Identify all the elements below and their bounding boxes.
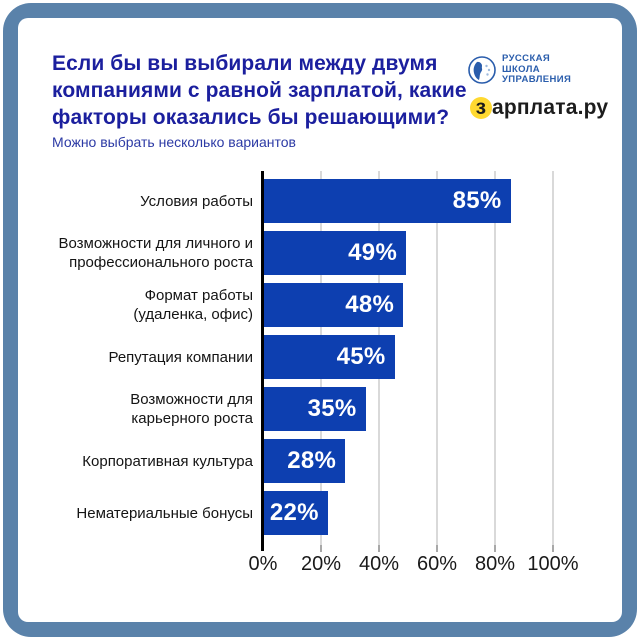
gridline-100 bbox=[552, 171, 554, 545]
axis-tick-20 bbox=[320, 545, 322, 552]
x-axis-labels: 0% 20% 40% 60% 80% 100% bbox=[249, 553, 579, 579]
x-tick-label: 60% bbox=[416, 553, 458, 575]
plot-area: 85% 49% 48% 45% 35% 28% 22% bbox=[261, 171, 554, 552]
bar-value-label: 35% bbox=[307, 395, 357, 422]
category-label-text: Возможности для личного и профессионально… bbox=[58, 235, 253, 271]
category-label: Формат работы (удаленка, офис) bbox=[38, 283, 253, 327]
category-label: Корпоративная культура bbox=[38, 439, 253, 483]
gridline-80 bbox=[494, 171, 496, 545]
rshu-logo: РУССКАЯ ШКОЛА УПРАВЛЕНИЯ bbox=[468, 49, 593, 91]
yellow-circle bbox=[470, 97, 492, 119]
category-label-text: Возможности для карьерного роста bbox=[130, 391, 253, 427]
bar: 48% bbox=[264, 283, 404, 327]
bar: 45% bbox=[264, 335, 395, 379]
category-label: Возможности для карьерного роста bbox=[38, 387, 253, 431]
x-tick-label: 100% bbox=[527, 553, 579, 575]
content-card: Если бы вы выбирали между двумя компаниям… bbox=[18, 18, 622, 622]
bar-value-label: 28% bbox=[287, 447, 337, 474]
axis-tick-40 bbox=[378, 545, 380, 552]
bar-value-label: 22% bbox=[269, 499, 319, 526]
bar: 49% bbox=[264, 231, 407, 275]
category-label: Репутация компании bbox=[38, 335, 253, 379]
bar-value-label: 49% bbox=[348, 239, 398, 266]
bar: 35% bbox=[264, 387, 366, 431]
axis-tick-80 bbox=[494, 545, 496, 552]
chart-title: Если бы вы выбирали между двумя компаниям… bbox=[52, 52, 467, 129]
x-tick-label: 20% bbox=[300, 553, 342, 575]
category-label: Возможности для личного и профессионально… bbox=[38, 231, 253, 275]
y-axis-line bbox=[261, 171, 264, 551]
axis-tick-60 bbox=[436, 545, 438, 552]
category-label-text: Нематериальные бонусы bbox=[76, 504, 253, 522]
zarplata-first-letter: з bbox=[475, 96, 487, 119]
category-label-text: Формат работы (удаленка, офис) bbox=[133, 287, 253, 323]
bar: 85% bbox=[264, 179, 511, 223]
category-label-text: Репутация компании bbox=[108, 348, 253, 366]
category-label-text: Условия работы bbox=[140, 192, 253, 210]
bar-value-label: 45% bbox=[336, 343, 386, 370]
rshu-logo-text: РУССКАЯ ШКОЛА УПРАВЛЕНИЯ bbox=[502, 53, 572, 86]
bar: 22% bbox=[264, 491, 328, 535]
zarplata-logo: з арплата.ру bbox=[470, 95, 608, 121]
zarplata-highlight: з bbox=[470, 96, 492, 119]
axis-tick-100 bbox=[552, 545, 554, 552]
x-tick-label: 0% bbox=[248, 553, 278, 575]
x-tick-label: 40% bbox=[358, 553, 400, 575]
zarplata-logo-text: арплата.ру bbox=[492, 96, 609, 119]
bar-value-label: 85% bbox=[452, 187, 502, 214]
chart-subtitle: Можно выбрать несколько вариантов bbox=[52, 134, 296, 150]
x-tick-label: 80% bbox=[474, 553, 516, 575]
category-label: Условия работы bbox=[38, 179, 253, 223]
rshu-profile-icon bbox=[468, 56, 496, 84]
category-label-text: Корпоративная культура bbox=[82, 452, 253, 470]
category-label: Нематериальные бонусы bbox=[38, 491, 253, 535]
bar-value-label: 48% bbox=[345, 291, 395, 318]
bar: 28% bbox=[264, 439, 346, 483]
gridline-60 bbox=[436, 171, 438, 545]
